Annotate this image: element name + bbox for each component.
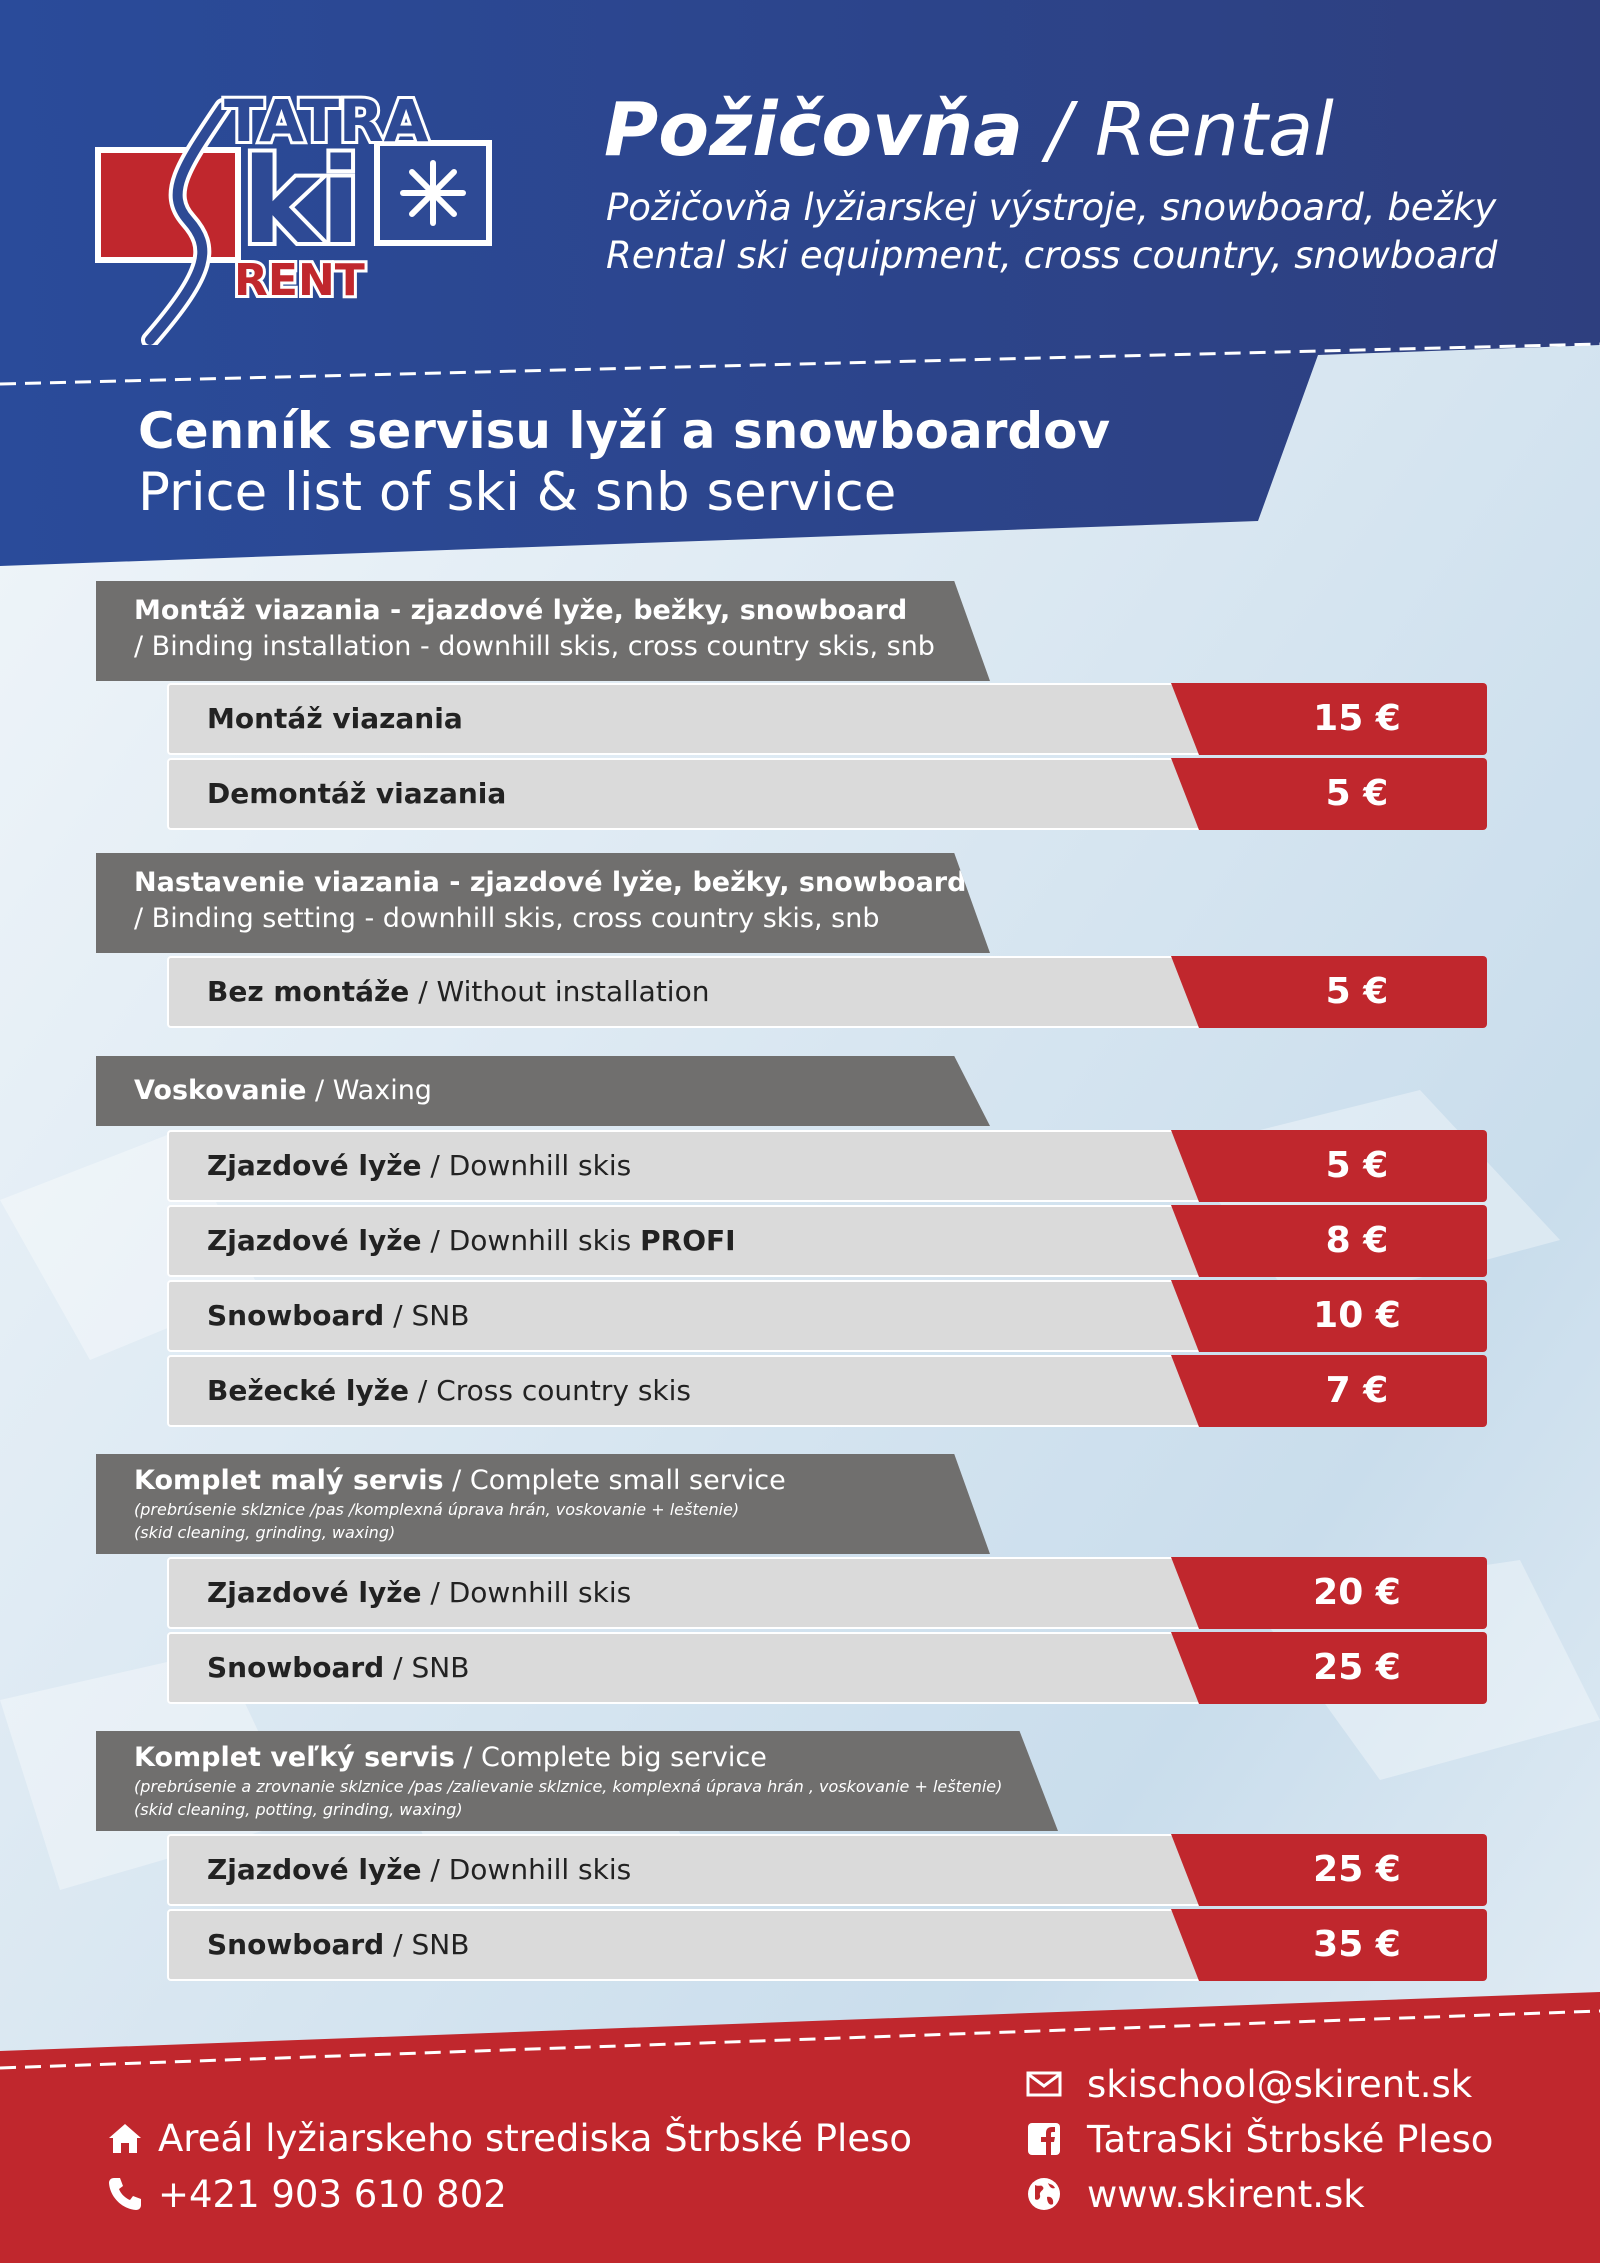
rental-subtitle-en: Rental ski equipment, cross country, sno… [606,234,1498,277]
logo-word-rent: RENT [234,255,365,306]
section-note-sk: (prebrúsenie a zrovnanie sklznice /pas /… [134,1777,1003,1796]
item-label: Snowboard [207,1651,385,1684]
section-header-waxing: Voskovanie / Waxing [96,1056,990,1126]
item-label: Snowboard [207,1299,385,1332]
facebook-icon [1028,2123,1060,2155]
item-label: Demontáž viazania [207,777,507,810]
section-header-binding-setting: Nastavenie viazania - zjazdové lyže, bež… [96,853,990,953]
section-subtitle: / Binding installation - downhill skis, … [134,631,935,662]
footer-address: Areál lyžiarskeho strediska Štrbské Ples… [158,2117,913,2160]
section-note-sk: (prebrúsenie sklznice /pas /komplexná úp… [134,1500,740,1519]
price-row: Bez montáže / Without installation 5 € [167,956,1487,1028]
item-label: Montáž viazania [207,702,463,735]
item-price: 10 € [1313,1295,1401,1336]
footer-email[interactable]: skischool@skirent.sk [1087,2063,1473,2106]
price-row: Snowboard / SNB 10 € [167,1280,1487,1352]
item-price: 15 € [1313,698,1401,739]
item-price: 5 € [1325,1145,1389,1186]
logo-word-ski: ki [242,132,361,270]
price-row: Bežecké lyže / Cross country skis 7 € [167,1355,1487,1427]
rental-subtitle-sk: Požičovňa lyžiarskej výstroje, snowboard… [606,186,1497,229]
footer-facebook[interactable]: TatraSki Štrbské Pleso [1087,2118,1494,2161]
phone-icon [109,2178,141,2210]
price-row: Zjazdové lyže / Downhill skis 25 € [167,1834,1487,1906]
item-label: Zjazdové lyže [207,1149,422,1182]
item-price: 25 € [1313,1647,1401,1688]
section-title: Voskovanie [134,1075,307,1106]
item-label: Zjazdové lyže [207,1853,422,1886]
section-title: Komplet veľký servis [134,1742,455,1773]
item-price: 7 € [1325,1370,1389,1411]
globe-icon [1028,2178,1060,2210]
item-label: Bežecké lyže [207,1374,409,1407]
section-header-small-service: Komplet malý servis / Complete small ser… [96,1454,990,1554]
price-row: Snowboard / SNB 35 € [167,1909,1487,1981]
price-list-title: Cenník servisu lyží a snowboardov [138,402,1111,460]
section-header-binding-installation: Montáž viazania - zjazdové lyže, bežky, … [96,581,990,681]
rental-title-sk: Požičovňa [604,87,1024,173]
item-price: 8 € [1325,1220,1389,1261]
rental-title-en: / Rental [1023,87,1334,173]
price-list-subtitle: Price list of ski & snb service [138,462,897,523]
item-label: Snowboard [207,1928,385,1961]
section-title: Komplet malý servis [134,1465,444,1496]
section-title: Montáž viazania - zjazdové lyže, bežky, … [134,595,908,626]
item-price: 20 € [1313,1572,1401,1613]
home-icon [109,2124,141,2153]
item-label: Zjazdové lyže [207,1576,422,1609]
snowflake-icon [400,160,466,226]
tatra-ski-rent-logo: TATRA ki RENT [95,95,492,345]
item-label: Bez montáže [207,975,410,1008]
price-row: Zjazdové lyže / Downhill skis PROFI 8 € [167,1205,1487,1277]
section-note-en: (skid cleaning, grinding, waxing) [134,1523,396,1542]
footer-phone[interactable]: +421 903 610 802 [158,2173,507,2216]
section-subtitle: / Binding setting - downhill skis, cross… [134,903,880,934]
item-price: 35 € [1313,1924,1401,1965]
price-row: Zjazdové lyže / Downhill skis 20 € [167,1557,1487,1629]
logo-word-tatra: TATRA [224,95,429,155]
section-header-big-service: Komplet veľký servis / Complete big serv… [96,1731,1058,1831]
rental-title: Požičovňa / Rental [604,82,1334,178]
item-price: 5 € [1325,773,1389,814]
price-row: Demontáž viazania 5 € [167,758,1487,830]
footer-website[interactable]: www.skirent.sk [1087,2173,1365,2216]
mail-icon [1026,2071,1062,2097]
section-note-en: (skid cleaning, potting, grinding, waxin… [134,1800,463,1819]
item-price: 25 € [1313,1849,1401,1890]
price-row: Snowboard / SNB 25 € [167,1632,1487,1704]
item-label: Zjazdové lyže [207,1224,422,1257]
section-title: Nastavenie viazania - zjazdové lyže, bež… [134,867,967,898]
profi-label: PROFI [640,1224,736,1257]
price-row: Zjazdové lyže / Downhill skis 5 € [167,1130,1487,1202]
price-row: Montáž viazania 15 € [167,683,1487,755]
item-price: 5 € [1325,971,1389,1012]
